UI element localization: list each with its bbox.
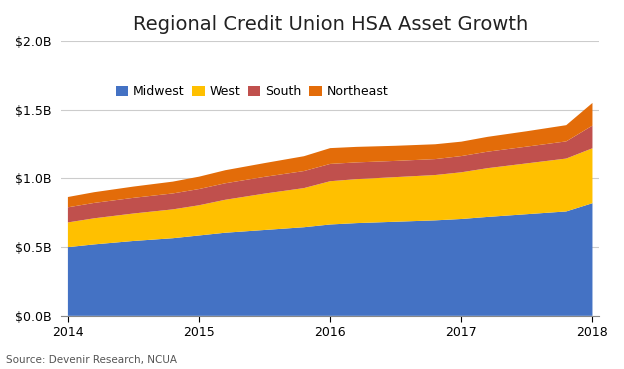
Text: Source: Devenir Research, NCUA: Source: Devenir Research, NCUA (6, 355, 177, 365)
Title: Regional Credit Union HSA Asset Growth: Regional Credit Union HSA Asset Growth (132, 15, 528, 34)
Legend: Midwest, West, South, Northeast: Midwest, West, South, Northeast (110, 80, 394, 103)
